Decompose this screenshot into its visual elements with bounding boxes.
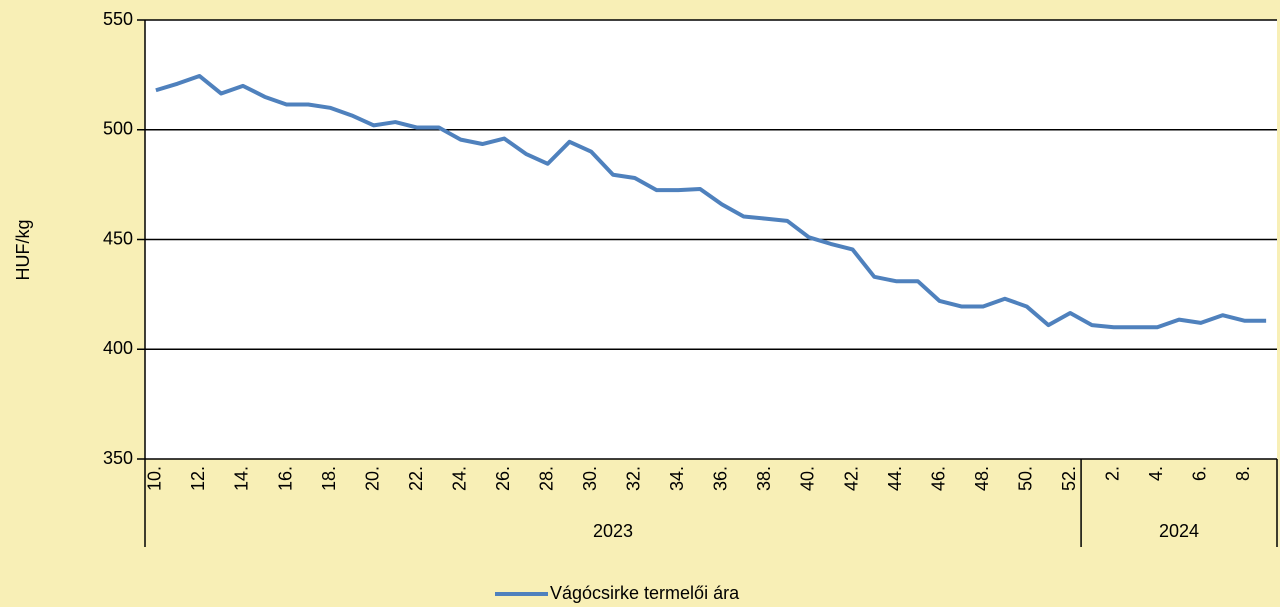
x-tick-label: 36.	[711, 466, 731, 491]
x-tick-label: 18.	[319, 466, 339, 491]
x-tick-label: 12.	[188, 466, 208, 491]
x-tick-label: 32.	[624, 466, 644, 491]
x-tick-label: 40.	[798, 466, 818, 491]
x-tick-label: 14.	[232, 466, 252, 491]
x-tick-label: 52.	[1059, 466, 1079, 491]
y-tick-label: 500	[103, 119, 133, 139]
x-tick-label: 34.	[667, 466, 687, 491]
y-tick-label: 450	[103, 228, 133, 248]
legend-label: Vágócsirke termelői ára	[550, 583, 740, 603]
x-tick-label: 44.	[885, 466, 905, 491]
x-tick-label: 24.	[449, 466, 469, 491]
y-tick-label: 400	[103, 338, 133, 358]
x-tick-label: 4.	[1146, 466, 1166, 481]
group-label: 2024	[1159, 521, 1199, 541]
x-tick-label: 20.	[362, 466, 382, 491]
y-axis-label: HUF/kg	[13, 219, 33, 280]
x-tick-label: 2.	[1102, 466, 1122, 481]
x-tick-label: 42.	[841, 466, 861, 491]
x-tick-label: 22.	[406, 466, 426, 491]
x-tick-label: 46.	[928, 466, 948, 491]
x-tick-label: 50.	[1015, 466, 1035, 491]
x-tick-label: 8.	[1233, 466, 1253, 481]
x-tick-label: 16.	[275, 466, 295, 491]
x-tick-label: 48.	[972, 466, 992, 491]
x-tick-label: 28.	[536, 466, 556, 491]
y-tick-label: 350	[103, 448, 133, 468]
x-tick-label: 30.	[580, 466, 600, 491]
group-label: 2023	[593, 521, 633, 541]
line	[155, 73, 1267, 330]
x-tick-label: 6.	[1190, 466, 1210, 481]
x-tick-label: 10.	[145, 466, 165, 491]
x-tick-label: 26.	[493, 466, 513, 491]
x-tick-label: 38.	[754, 466, 774, 491]
y-tick-label: 550	[103, 9, 133, 29]
